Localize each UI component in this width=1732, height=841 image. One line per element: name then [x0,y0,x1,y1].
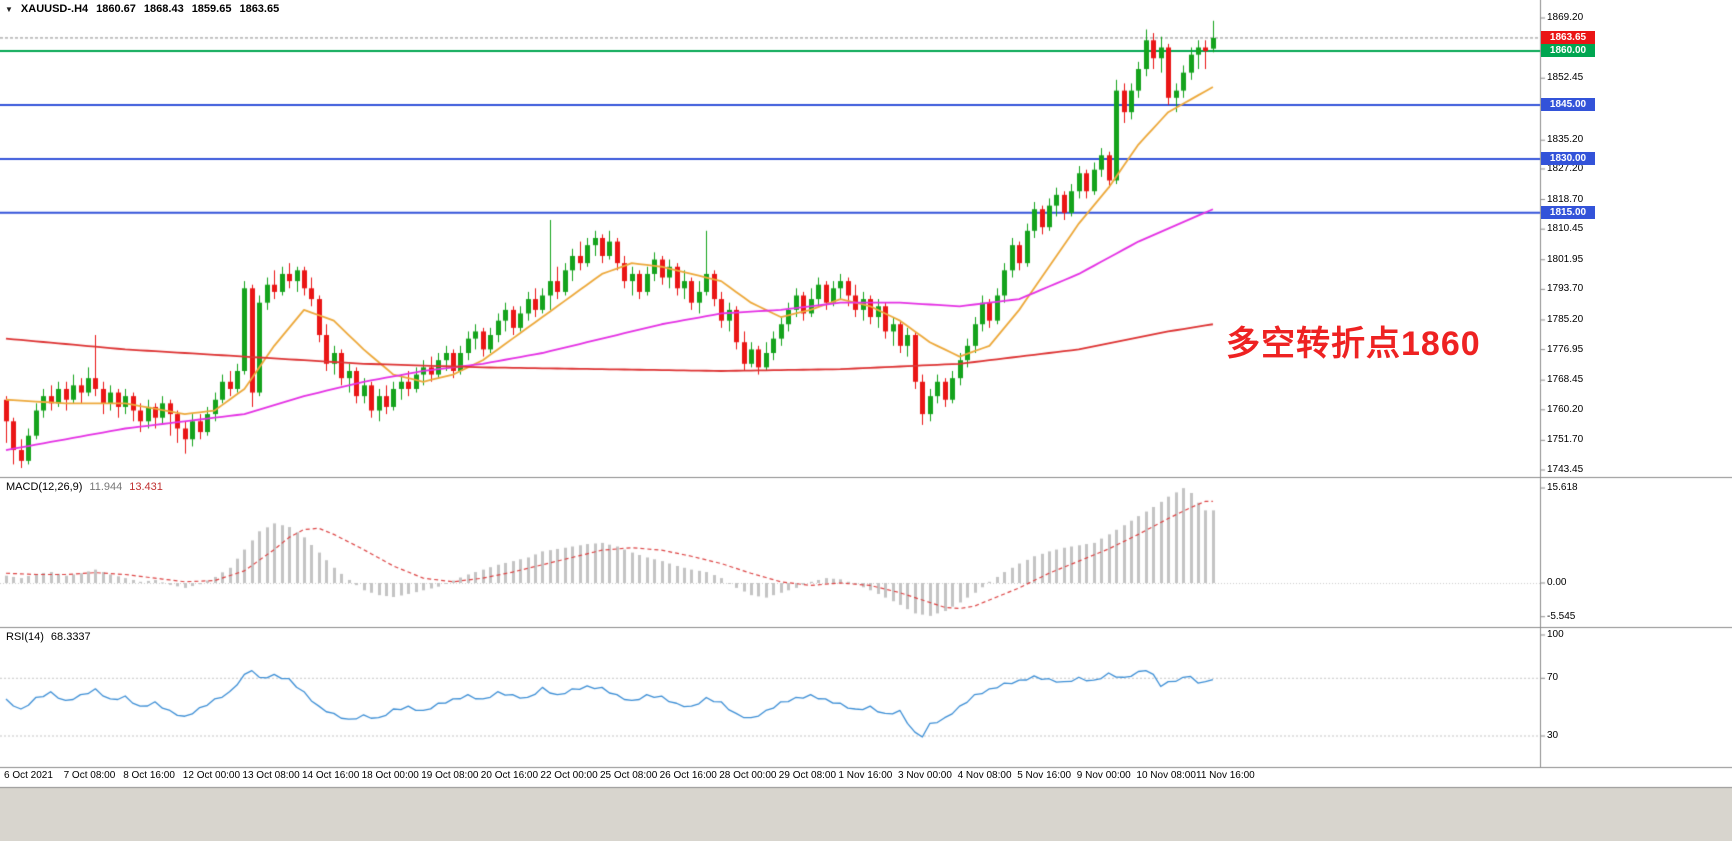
ohlc-close: 1863.65 [239,3,280,15]
price-tick-label: 1751.70 [1547,434,1584,446]
macd-value-signal: 13.431 [129,481,163,493]
price-tick-label: 1776.95 [1547,343,1584,355]
level-price-badge: 1845.00 [1541,97,1595,111]
ohlc-open: 1860.67 [96,3,136,15]
time-axis-label: 14 Oct 16:00 [302,770,360,781]
macd-value-main: 11.944 [89,481,123,493]
time-axis-label: 7 Oct 08:00 [63,770,116,781]
rsi-value: 68.3337 [50,631,91,643]
time-axis-label: 13 Oct 08:00 [242,770,300,781]
macd-name: MACD(12,26,9) [6,481,83,493]
ohlc-high: 1868.43 [143,3,184,15]
price-tick-label: 1852.45 [1547,72,1584,84]
level-price-badge: 1860.00 [1541,44,1595,58]
macd-scale-label: 15.618 [1547,482,1578,494]
time-axis-label: 1 Nov 16:00 [838,770,893,781]
time-axis-label: 25 Oct 08:00 [600,770,658,781]
time-axis-label: 26 Oct 16:00 [659,770,717,781]
rsi-scale-label: 30 [1547,730,1559,741]
time-axis-label: 18 Oct 00:00 [361,770,419,781]
collapse-arrow-icon[interactable]: ▼ [5,4,13,14]
chart-info-bar: ▼ XAUUSD-.H4 1860.67 1868.43 1859.65 186… [5,3,279,15]
price-tick-label: 1785.20 [1547,313,1584,325]
price-tick-label: 1760.20 [1547,403,1584,415]
symbol-timeframe-label: XAUUSD-.H4 [20,3,89,15]
time-axis-label: 9 Nov 00:00 [1076,770,1131,781]
time-axis-label: 12 Oct 00:00 [182,770,241,781]
price-tick-label: 1818.70 [1547,193,1584,205]
annotation-text: 多空转折点1860 [1226,325,1481,363]
price-tick-label: 1768.45 [1547,374,1584,386]
time-axis-label: 28 Oct 00:00 [719,770,777,781]
rsi-name: RSI(14) [6,631,44,643]
price-tick-label: 1869.20 [1547,12,1584,23]
time-axis-label: 19 Oct 08:00 [421,770,479,781]
time-axis-label: 29 Oct 08:00 [778,770,837,781]
time-axis-label: 22 Oct 00:00 [540,770,598,781]
rsi-indicator-label: RSI(14) 68.3337 [6,631,91,643]
current-price-badge: 1863.65 [1541,30,1595,44]
macd-indicator-label: MACD(12,26,9) 11.944 13.431 [6,481,163,493]
price-tick-label: 1743.45 [1547,464,1584,475]
time-axis-label: 6 Oct 2021 [4,770,53,781]
macd-scale-label: -5.545 [1547,610,1576,622]
price-tick-label: 1793.70 [1547,283,1584,295]
time-axis-label: 4 Nov 08:00 [957,770,1012,781]
price-tick-label: 1835.20 [1547,134,1584,146]
rsi-scale-label: 70 [1547,672,1559,684]
time-axis-label: 3 Nov 00:00 [898,770,952,781]
time-axis-label: 10 Nov 08:00 [1136,770,1196,781]
time-axis-label: 20 Oct 16:00 [480,770,539,781]
price-tick-label: 1810.45 [1547,223,1584,235]
ohlc-low: 1859.65 [191,3,232,15]
time-axis-label: 5 Nov 16:00 [1017,770,1072,781]
price-tick-label: 1827.20 [1547,162,1584,174]
level-price-badge: 1830.00 [1541,151,1595,165]
rsi-scale-label: 100 [1547,628,1564,640]
level-price-badge: 1815.00 [1541,205,1595,219]
time-axis-label: 11 Nov 16:00 [1196,770,1255,781]
macd-scale-label: 0.00 [1547,577,1567,588]
price-tick-label: 1801.95 [1547,253,1584,265]
time-axis-label: 8 Oct 16:00 [123,770,175,781]
